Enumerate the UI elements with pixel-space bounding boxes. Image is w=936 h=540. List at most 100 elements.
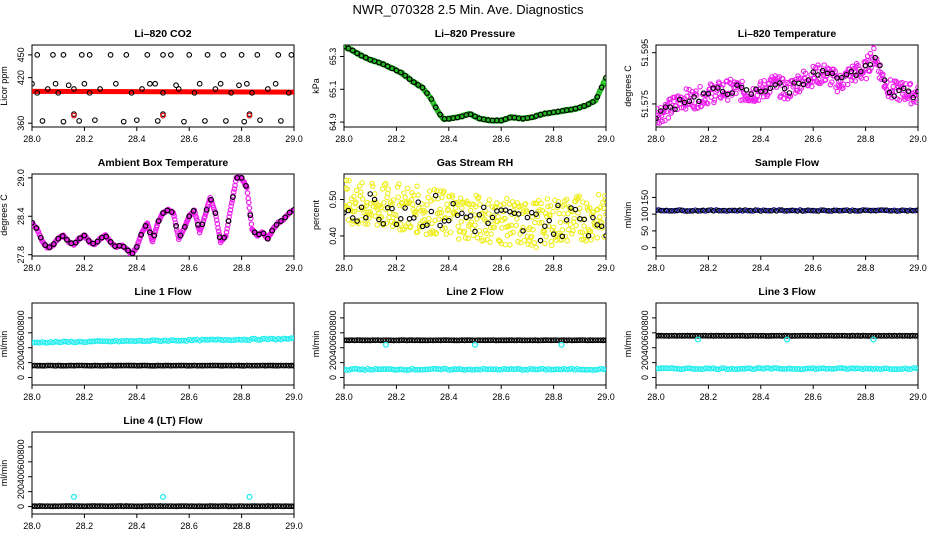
x-tick-label: 28.8: [545, 134, 563, 144]
data-point: [72, 239, 79, 246]
data-point: [656, 115, 659, 122]
data-point: [545, 203, 551, 210]
data-point: [168, 52, 174, 58]
data-point: [97, 86, 103, 92]
data-point: [435, 366, 442, 372]
data-point: [733, 90, 739, 97]
data-point: [719, 88, 726, 95]
data-point: [57, 362, 64, 369]
data-point: [786, 207, 793, 214]
data-point: [820, 332, 827, 339]
data-point: [694, 336, 701, 343]
data-point: [771, 75, 778, 82]
data-point: [909, 332, 916, 339]
data-point: [217, 503, 224, 510]
data-point: [489, 214, 496, 221]
data-point: [894, 366, 900, 373]
data-point: [904, 208, 911, 214]
data-point: [73, 362, 80, 369]
data-point: [202, 213, 208, 220]
data-point: [763, 365, 769, 371]
data-point: [695, 365, 701, 372]
data-point: [186, 52, 193, 58]
data-point: [724, 91, 731, 98]
data-point: [371, 191, 378, 197]
data-point: [765, 207, 772, 214]
data-point: [272, 80, 279, 87]
data-point: [398, 337, 405, 344]
data-point: [603, 337, 606, 344]
data-point: [472, 228, 478, 235]
data-point: [857, 207, 864, 214]
data-point: [555, 366, 562, 373]
data-point: [684, 365, 691, 372]
data-point: [558, 237, 565, 243]
data-point: [763, 207, 769, 214]
y-tick-label: 0: [328, 375, 338, 380]
data-point: [419, 366, 426, 373]
data-point: [896, 366, 903, 373]
data-point: [155, 218, 162, 224]
data-point: [868, 65, 874, 71]
data-point: [191, 362, 198, 369]
data-point: [453, 337, 460, 344]
data-point: [700, 207, 707, 214]
data-point: [689, 332, 696, 339]
data-point: [107, 239, 114, 245]
y-tick-label: 600: [640, 325, 650, 340]
y-tick-label: 0.40: [328, 227, 338, 245]
data-point: [393, 337, 400, 344]
data-point: [181, 118, 187, 125]
data-point: [894, 208, 900, 214]
data-point: [203, 206, 210, 213]
data-point: [224, 225, 230, 232]
data-point: [372, 365, 379, 372]
data-point: [165, 362, 172, 369]
data-point: [133, 244, 140, 250]
x-tick-label: 29.0: [285, 392, 303, 402]
x-tick-label: 28.4: [440, 392, 458, 402]
data-point: [508, 222, 514, 229]
data-point: [579, 337, 586, 344]
data-point: [386, 214, 392, 221]
data-point: [133, 362, 140, 369]
data-point: [886, 332, 893, 339]
data-point: [280, 362, 287, 369]
data-point: [753, 97, 759, 104]
data-point: [34, 52, 41, 58]
data-point: [389, 65, 395, 72]
data-point: [370, 203, 377, 209]
data-point: [42, 503, 48, 510]
data-point: [529, 209, 535, 216]
data-point: [427, 366, 434, 373]
data-point: [86, 503, 93, 510]
data-point: [466, 366, 473, 373]
data-point: [160, 337, 166, 344]
data-point: [757, 208, 764, 214]
data-point: [81, 339, 88, 346]
data-point: [427, 337, 434, 344]
x-tick-label: 28.2: [700, 263, 718, 273]
data-point: [92, 117, 98, 124]
data-point: [196, 80, 203, 87]
data-point: [472, 366, 478, 373]
y-tick-label: 0.50: [328, 191, 338, 209]
data-point: [799, 208, 806, 214]
data-point: [849, 365, 856, 372]
data-point: [220, 503, 227, 510]
data-point: [563, 217, 570, 223]
data-point: [503, 337, 510, 344]
data-point: [491, 224, 498, 230]
data-point: [744, 333, 751, 339]
data-point: [367, 337, 374, 344]
data-point: [84, 362, 90, 369]
data-point: [207, 362, 214, 369]
data-point: [561, 337, 567, 344]
data-point: [344, 337, 350, 344]
x-tick-label: 28.2: [76, 392, 94, 402]
data-point: [77, 235, 83, 242]
data-point: [181, 224, 188, 230]
data-point: [99, 338, 106, 345]
data-point: [359, 180, 365, 186]
y-axis-label: ml/min: [623, 331, 633, 358]
